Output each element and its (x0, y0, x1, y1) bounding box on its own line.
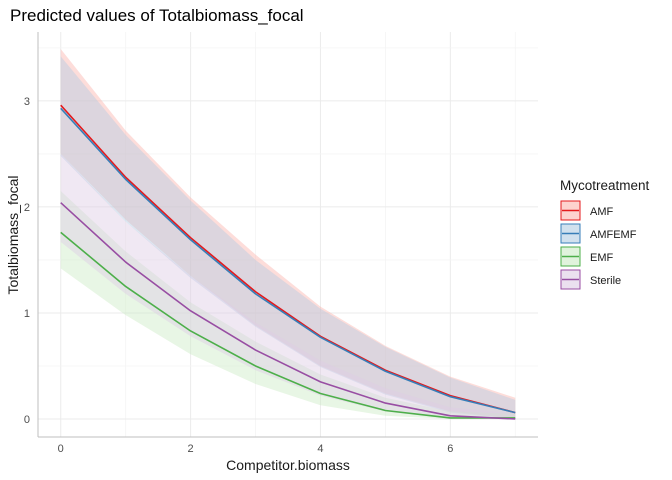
legend-label-amf: AMF (590, 206, 614, 218)
legend-label-sterile: Sterile (590, 275, 621, 287)
legend-title: Mycotreatment (560, 178, 650, 193)
x-tick-label: 2 (188, 443, 194, 455)
y-tick-label: 0 (24, 414, 30, 426)
chart-title: Predicted values of Totalbiomass_focal (10, 6, 304, 25)
legend-label-emf: EMF (590, 252, 614, 264)
legend-label-amfemf: AMFEMF (590, 229, 637, 241)
series-line-sterile (60, 202, 516, 420)
series-line-amf (60, 104, 516, 414)
series-line-emf (60, 231, 516, 419)
confidence-band-amfemf (60, 56, 516, 419)
x-axis-title: Competitor.biomass (226, 457, 350, 473)
series-lines (60, 104, 516, 420)
x-tick-label: 4 (317, 443, 323, 455)
x-tick-labels: 0 2 4 6 (58, 443, 454, 455)
confidence-band-amf (60, 48, 516, 419)
series-line-amfemf (60, 107, 516, 414)
y-tick-labels: 0 1 2 3 (24, 96, 30, 426)
y-tick-label: 1 (24, 308, 30, 320)
legend: AMF AMFEMF EMF Sterile (560, 200, 637, 290)
y-axis-title: Totalbiomass_focal (5, 175, 21, 294)
x-tick-label: 0 (58, 443, 64, 455)
x-tick-label: 6 (447, 443, 453, 455)
y-tick-label: 3 (24, 96, 30, 108)
y-tick-label: 2 (24, 202, 30, 214)
